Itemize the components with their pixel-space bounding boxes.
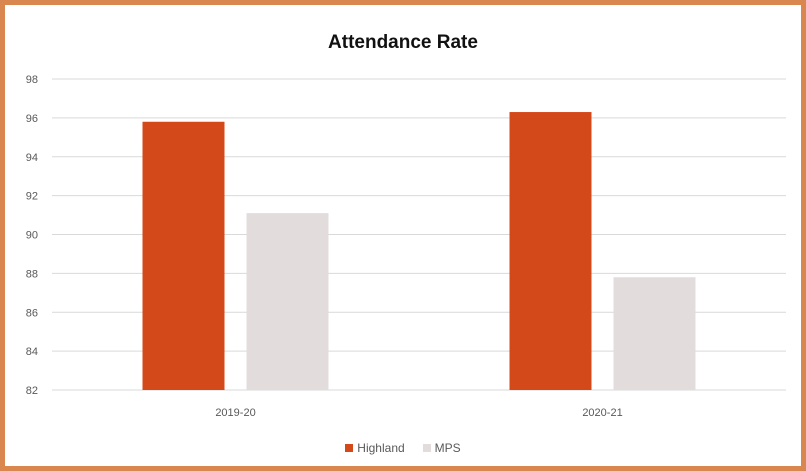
y-tick-label: 86 bbox=[26, 307, 38, 319]
bar-mps-2020-21 bbox=[613, 277, 696, 390]
x-axis-ticks: 2019-20 2020-21 bbox=[215, 407, 622, 419]
chart-title: Attendance Rate bbox=[328, 32, 478, 53]
y-tick-label: 92 bbox=[26, 191, 38, 203]
y-tick-label: 94 bbox=[26, 152, 38, 164]
y-tick-label: 98 bbox=[26, 74, 38, 86]
y-tick-label: 88 bbox=[26, 268, 38, 280]
y-axis-ticks: 82 84 86 88 90 92 94 96 98 bbox=[26, 74, 38, 397]
y-tick-label: 96 bbox=[26, 113, 38, 125]
y-tick-label: 82 bbox=[26, 385, 38, 397]
x-tick-label: 2020-21 bbox=[582, 407, 622, 419]
y-tick-label: 84 bbox=[26, 346, 38, 358]
legend-label-mps: MPS bbox=[434, 441, 461, 455]
legend-label-highland: Highland bbox=[357, 441, 405, 455]
legend-item-highland: Highland bbox=[345, 441, 405, 455]
y-tick-label: 90 bbox=[26, 230, 38, 242]
legend-item-mps: MPS bbox=[422, 441, 461, 455]
legend-swatch-highland bbox=[345, 444, 354, 452]
bar-mps-2019-20 bbox=[246, 213, 329, 390]
bar-highland-2020-21 bbox=[509, 112, 592, 390]
x-tick-label: 2019-20 bbox=[215, 407, 255, 419]
bars bbox=[142, 112, 696, 390]
legend: Highland MPS bbox=[0, 441, 806, 455]
bar-highland-2019-20 bbox=[142, 121, 225, 390]
legend-swatch-mps bbox=[422, 444, 431, 452]
